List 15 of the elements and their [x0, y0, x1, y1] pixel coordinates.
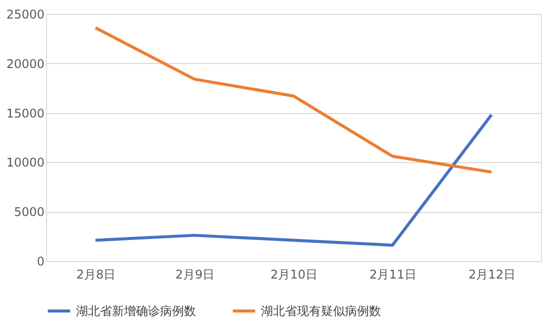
legend-label: 湖北省现有疑似病例数	[261, 304, 381, 318]
y-tick-label: 25000	[6, 8, 44, 22]
y-tick-label: 20000	[6, 56, 44, 71]
line-series	[94, 113, 493, 247]
y-tick-label: 0	[36, 254, 44, 268]
x-tick-label: 2月10日	[270, 268, 318, 282]
line-series	[94, 26, 493, 174]
x-tick-label: 2月8日	[76, 268, 116, 282]
x-tick-label: 2月12日	[468, 268, 516, 282]
x-tick-label: 2月11日	[370, 268, 416, 282]
y-tick-label: 5000	[14, 205, 44, 220]
y-tick-label: 10000	[6, 156, 44, 170]
legend-label: 湖北省新增确诊病例数	[76, 304, 196, 318]
x-tick-label: 2月9日	[175, 268, 215, 282]
y-tick-label: 15000	[6, 106, 44, 120]
